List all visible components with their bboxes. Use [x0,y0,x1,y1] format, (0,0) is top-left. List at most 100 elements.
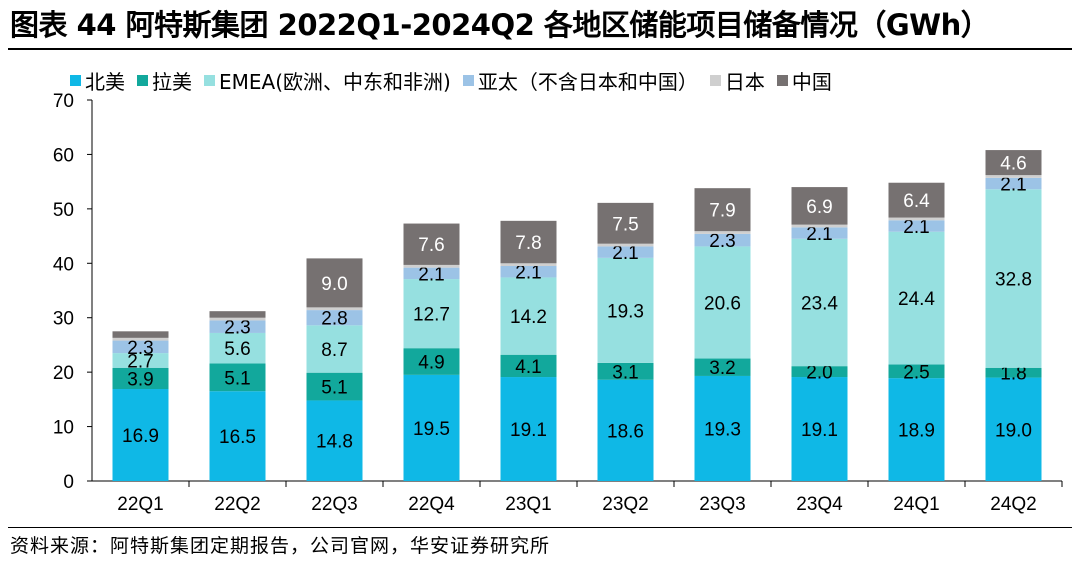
data-label: 2.0 [806,363,832,384]
y-tick-label: 50 [53,200,74,221]
bar-segment [112,331,169,338]
bar-segment [500,277,557,355]
bar-segment [888,182,945,218]
data-label: 5.6 [224,339,250,360]
bar-segment [112,367,169,390]
bar-segment [888,231,945,365]
legend-item: 中国 [776,66,832,95]
bar-segment [306,307,363,311]
data-label: 14.2 [510,307,547,328]
bar-segment [694,358,751,376]
data-label: 18.6 [607,421,644,442]
x-tick-label: 23Q1 [505,494,551,515]
bar-segment [306,400,363,481]
y-tick-label: 30 [53,309,74,330]
bar-segment [403,264,460,268]
bar-segment [597,257,654,363]
bar-segment [597,243,654,247]
data-label: 2.3 [224,318,250,339]
x-tick-label: 23Q2 [602,494,648,515]
data-label: 7.9 [709,201,735,222]
bar-segment [985,367,1042,378]
bar-segment [306,325,363,373]
bar-segment [888,217,945,221]
legend-swatch [462,74,474,86]
source-note: 资料来源：阿特斯集团定期报告，公司官网，华安证券研究所 [10,535,551,557]
data-label: 2.8 [321,309,347,330]
bar-segment [403,279,460,349]
data-label: 2.3 [709,231,735,252]
bar-segment [500,266,557,278]
y-tick-label: 0 [63,472,74,493]
x-tick-label: 22Q2 [214,494,260,515]
data-label: 3.9 [127,369,153,390]
legend-label: 拉美 [152,69,192,94]
bar-segment [209,363,266,392]
bar-segment [888,378,945,481]
data-label: 19.0 [995,420,1032,441]
data-label: 23.4 [801,293,838,314]
bar-segment [791,238,848,367]
legend-label: EMEA(欧洲、中东和非洲) [219,69,451,94]
data-label: 2.1 [1000,175,1026,196]
data-label: 2.5 [903,362,929,383]
data-label: 19.1 [510,420,547,441]
x-tick-label: 22Q1 [117,494,163,515]
bar-segment [985,189,1042,368]
bar-segment [306,372,363,401]
bar-segment [791,227,848,239]
data-label: 2.1 [515,263,541,284]
bar-segment [403,267,460,280]
legend-item: 拉美 [137,66,192,95]
bar-segment [209,320,266,333]
bar-segment [694,246,751,359]
chart-title: 图表 44 阿特斯集团 2022Q1-2024Q2 各地区储能项目储备情况（GW… [10,8,990,42]
bar-segment [694,233,751,247]
bar-segment [597,246,654,258]
bar-segment [791,224,848,228]
bar-segment [985,150,1042,176]
y-tick-label: 20 [53,363,74,384]
data-label: 6.4 [903,191,930,212]
data-label: 14.8 [316,432,353,453]
legend-label: 北美 [85,69,125,94]
legend-item: EMEA(欧洲、中东和非洲) [204,66,451,95]
bar-segment [500,354,557,378]
legend-item: 北美 [70,66,125,95]
data-label: 20.6 [704,293,741,314]
data-label: 2.1 [418,264,444,285]
bar-segment [985,177,1042,190]
bar-segment [694,231,751,234]
bar-segment [597,379,654,481]
data-label: 3.2 [709,358,735,379]
legend-swatch [70,74,81,86]
data-label: 4.9 [418,353,444,374]
legend-label: 中国 [791,69,832,94]
bar-segment [500,220,557,264]
data-label: 7.6 [418,235,444,256]
title-divider [8,48,1072,50]
legend-item: 日本 [709,66,765,95]
legend-label: 日本 [724,69,765,94]
bar-segment [694,188,751,232]
data-label: 6.9 [806,197,832,218]
data-label: 2.1 [612,243,638,264]
data-label: 5.1 [321,378,347,399]
bar-segment [500,377,557,481]
data-label: 3.1 [612,362,638,383]
legend-swatch [204,74,215,86]
data-label: 16.9 [122,426,159,447]
data-label: 7.5 [612,214,638,235]
bar-segment [306,258,363,308]
bar-segment [403,374,460,481]
bar-segment [209,317,266,321]
y-tick-label: 60 [53,145,74,166]
data-label: 2.1 [903,217,929,238]
bar-segment [888,220,945,232]
bar-segment [500,263,557,267]
data-label: 32.8 [995,270,1032,291]
bar-segment [985,175,1042,178]
x-tick-label: 22Q3 [311,494,357,515]
bar-segment [112,337,169,341]
bar-segment [112,340,169,354]
